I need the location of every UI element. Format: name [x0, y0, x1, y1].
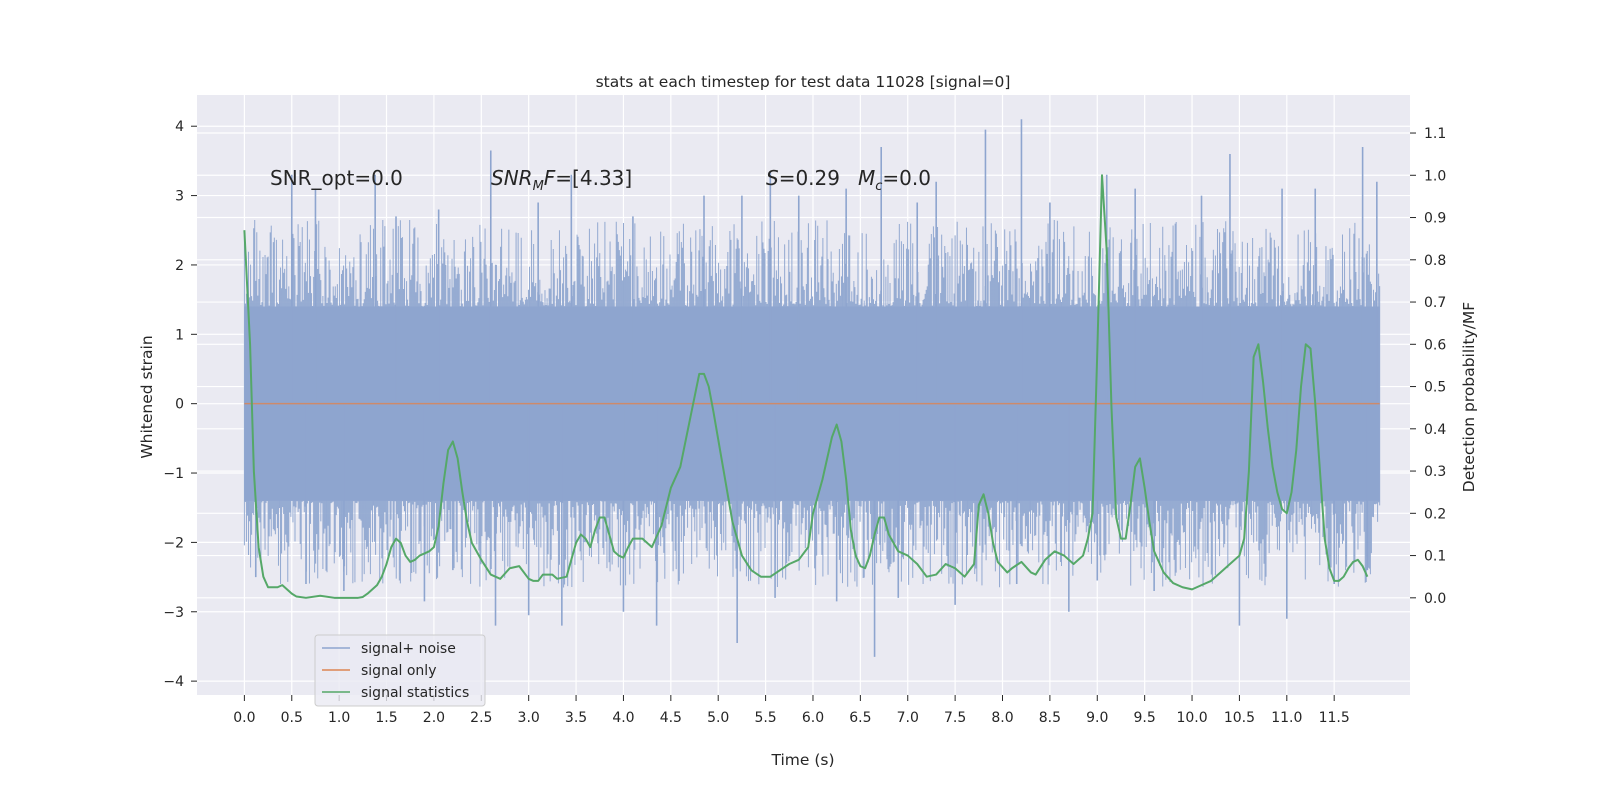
- x-tick-label: 3.5: [565, 710, 587, 726]
- x-tick-label: 1.0: [328, 710, 350, 726]
- snr-mf-symbol: SNR: [491, 166, 533, 190]
- s-annotation: S=0.29: [766, 166, 840, 190]
- y-tick-right-label: 0.9: [1424, 211, 1446, 227]
- snr-mf-f: F: [544, 166, 556, 190]
- x-tick-label: 5.0: [707, 710, 729, 726]
- y-tick-right-label: 0.3: [1424, 464, 1446, 480]
- y-axis-right-label: Detection probability/MF: [1460, 302, 1478, 493]
- mc-annotation: Mc=0.0: [858, 166, 931, 194]
- mc-subscript: c: [875, 179, 882, 194]
- y-tick-label: −2: [163, 535, 184, 551]
- y-tick-label: 4: [175, 119, 184, 135]
- y-tick-label: 1: [175, 327, 184, 343]
- legend: signal+ noise signal only signal statist…: [314, 634, 486, 707]
- y-tick-label: −3: [163, 605, 184, 621]
- y-tick-label: 2: [175, 258, 184, 274]
- snr-mf-subscript: M: [533, 179, 544, 194]
- stats-series: [243, 174, 1369, 599]
- y-tick-right-label: 0.0: [1424, 591, 1446, 607]
- x-tick-label: 7.0: [897, 710, 919, 726]
- legend-label-signal: signal only: [361, 663, 436, 679]
- y-tick-right-label: 0.8: [1424, 253, 1446, 269]
- x-tick-label: 2.5: [470, 710, 492, 726]
- snr-mf-annotation: SNRMF=[4.33]: [491, 166, 632, 194]
- y-tick-right-label: 0.5: [1424, 380, 1446, 396]
- x-tick-label: 4.0: [612, 710, 634, 726]
- y-tick-right-label: 0.1: [1424, 549, 1446, 565]
- mc-value: =0.0: [882, 166, 931, 190]
- snr-mf-value: =[4.33]: [555, 166, 632, 190]
- s-symbol: S: [766, 166, 779, 190]
- x-tick-label: 5.5: [754, 710, 776, 726]
- axes: 0.0 0.5 1.0 1.5 2.0 2.5 3.0 3.5 4.0 4.5 5.0 5.5 6.0 6…: [163, 119, 1446, 726]
- x-axis-label: Time (s): [770, 751, 834, 769]
- stats-line: [243, 174, 1369, 599]
- x-tick-label: 0.5: [281, 710, 303, 726]
- x-tick-label: 8.5: [1039, 710, 1061, 726]
- mc-symbol: M: [858, 166, 875, 190]
- x-tick-label: 11.5: [1319, 710, 1350, 726]
- y-tick-label: 0: [175, 397, 184, 413]
- x-tick-label: 0.0: [233, 710, 255, 726]
- legend-box: [314, 634, 486, 707]
- y-axis-label: Whitened strain: [138, 335, 156, 458]
- x-tick-label: 2.0: [423, 710, 445, 726]
- snr-opt-annotation: SNR_opt=0.0: [270, 166, 403, 190]
- s-value: =0.29: [779, 166, 840, 190]
- x-tick-label: 9.0: [1086, 710, 1108, 726]
- x-tick-label: 10.5: [1224, 710, 1255, 726]
- y-tick-label: −1: [163, 466, 184, 482]
- x-tick-label: 7.5: [944, 710, 966, 726]
- x-tick-label: 10.0: [1176, 710, 1207, 726]
- x-tick-label: 6.5: [849, 710, 871, 726]
- x-tick-label: 1.5: [375, 710, 397, 726]
- y-tick-label: 3: [175, 189, 184, 205]
- legend-label-noise: signal+ noise: [361, 641, 456, 657]
- chart-title: stats at each timestep for test data 110…: [596, 73, 1011, 91]
- x-tick-label: 4.5: [660, 710, 682, 726]
- legend-label-stats: signal statistics: [361, 685, 469, 701]
- y-tick-label: −4: [163, 674, 184, 690]
- x-tick-label: 8.0: [991, 710, 1013, 726]
- x-tick-label: 3.0: [518, 710, 540, 726]
- y-tick-right-label: 1.1: [1424, 126, 1446, 142]
- y-tick-right-label: 0.2: [1424, 506, 1446, 522]
- y-tick-right-label: 0.6: [1424, 337, 1446, 353]
- x-tick-label: 9.5: [1134, 710, 1156, 726]
- y-tick-right-label: 0.4: [1424, 422, 1446, 438]
- x-tick-label: 11.0: [1271, 710, 1302, 726]
- y-tick-right-label: 0.7: [1424, 295, 1446, 311]
- y-tick-right-label: 1.0: [1424, 168, 1446, 184]
- x-tick-label: 6.0: [802, 710, 824, 726]
